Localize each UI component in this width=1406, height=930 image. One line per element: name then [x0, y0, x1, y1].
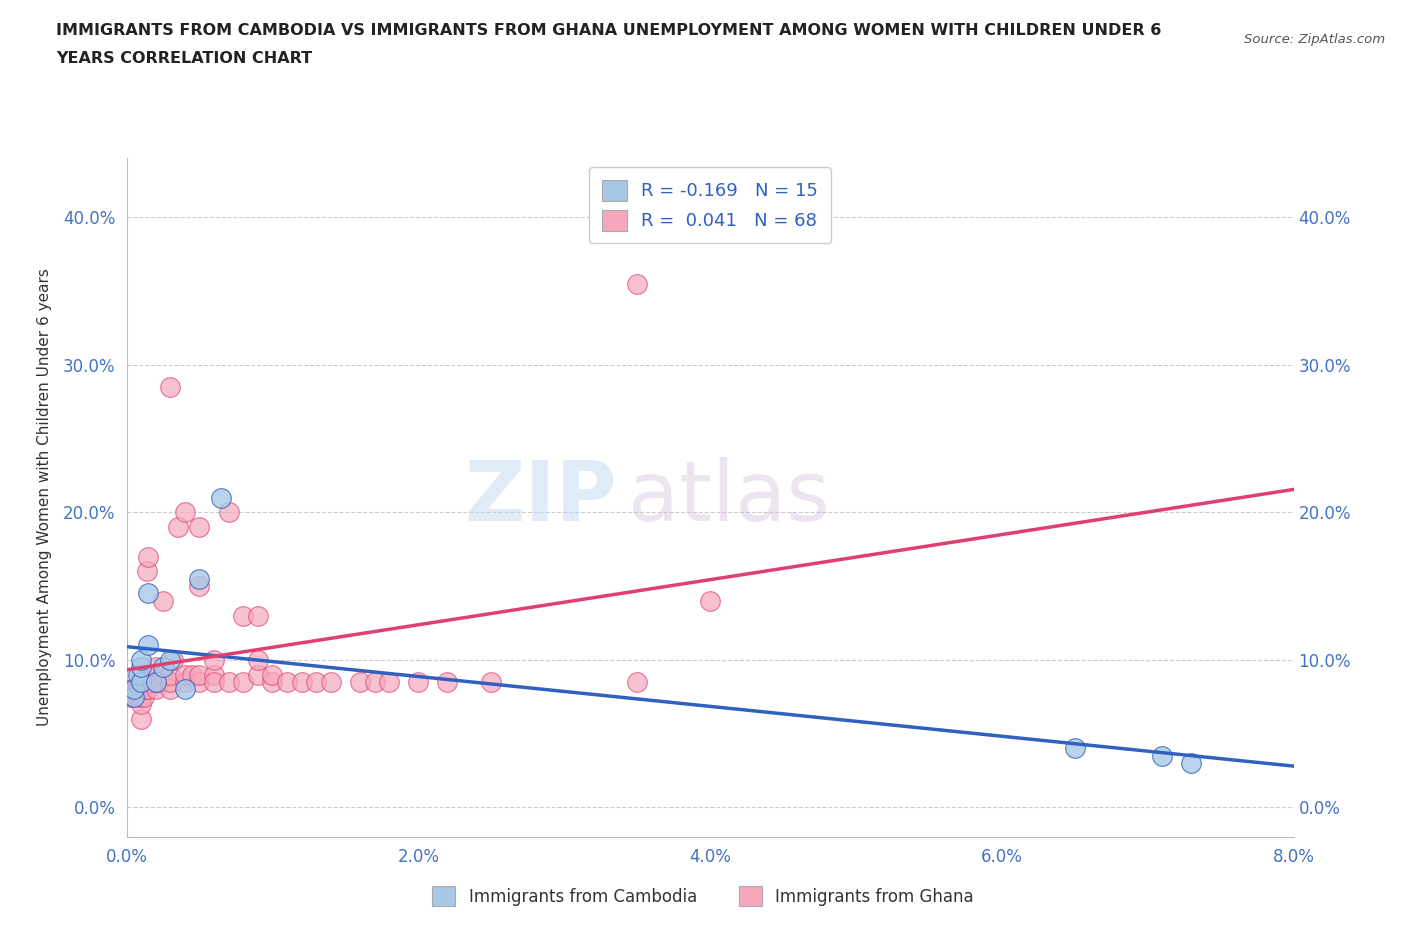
Point [246, 653, 269, 668]
Point [305, 674, 328, 689]
Text: atlas: atlas [628, 457, 830, 538]
Point [145, 660, 167, 675]
Point [134, 682, 156, 697]
Point [129, 653, 152, 668]
Point [166, 520, 188, 535]
Point [138, 586, 160, 601]
Point [124, 682, 146, 697]
Point [139, 674, 162, 689]
Point [349, 674, 371, 689]
Point [479, 674, 502, 689]
Point [129, 689, 152, 704]
Point [129, 660, 152, 675]
Point [174, 667, 197, 682]
Point [436, 674, 458, 689]
Point [152, 593, 174, 608]
Point [121, 682, 143, 697]
Point [174, 505, 197, 520]
Point [202, 653, 225, 668]
Point [408, 674, 430, 689]
Point [122, 689, 145, 704]
Point [136, 564, 159, 578]
Legend: R = -0.169   N = 15, R =  0.041   N = 68: R = -0.169 N = 15, R = 0.041 N = 68 [589, 167, 831, 243]
Point [699, 593, 721, 608]
Point [121, 682, 143, 697]
Point [218, 505, 240, 520]
Point [120, 689, 142, 704]
Point [202, 674, 225, 689]
Point [145, 674, 167, 689]
Point [129, 682, 152, 697]
Point [159, 682, 181, 697]
Point [1180, 756, 1202, 771]
Text: Source: ZipAtlas.com: Source: ZipAtlas.com [1244, 33, 1385, 46]
Point [159, 674, 181, 689]
Point [159, 667, 181, 682]
Point [218, 674, 240, 689]
Point [127, 689, 149, 704]
Point [145, 674, 167, 689]
Text: IMMIGRANTS FROM CAMBODIA VS IMMIGRANTS FROM GHANA UNEMPLOYMENT AMONG WOMEN WITH : IMMIGRANTS FROM CAMBODIA VS IMMIGRANTS F… [56, 23, 1161, 38]
Point [142, 667, 165, 682]
Point [138, 682, 160, 697]
Point [138, 638, 160, 653]
Point [202, 667, 225, 682]
Text: ZIP: ZIP [464, 457, 617, 538]
Point [626, 674, 648, 689]
Point [188, 667, 211, 682]
Point [162, 653, 184, 668]
Point [319, 674, 342, 689]
Point [209, 490, 232, 505]
Point [181, 667, 204, 682]
Point [626, 276, 648, 291]
Point [262, 667, 284, 682]
Point [129, 674, 152, 689]
Point [138, 549, 160, 564]
Point [262, 674, 284, 689]
Point [246, 667, 269, 682]
Point [127, 682, 149, 697]
Point [129, 697, 152, 711]
Point [232, 674, 254, 689]
Point [127, 667, 149, 682]
Point [188, 578, 211, 593]
Legend: Immigrants from Cambodia, Immigrants from Ghana: Immigrants from Cambodia, Immigrants fro… [426, 880, 980, 912]
Point [276, 674, 298, 689]
Point [1063, 741, 1085, 756]
Point [122, 689, 145, 704]
Y-axis label: Unemployment Among Women with Children Under 6 years: Unemployment Among Women with Children U… [37, 269, 52, 726]
Point [290, 674, 312, 689]
Point [141, 674, 163, 689]
Point [378, 674, 401, 689]
Point [152, 667, 174, 682]
Point [148, 674, 170, 689]
Point [188, 571, 211, 586]
Point [188, 520, 211, 535]
Point [152, 660, 174, 675]
Point [129, 711, 152, 726]
Point [122, 689, 145, 704]
Point [188, 674, 211, 689]
Point [129, 667, 152, 682]
Point [145, 667, 167, 682]
Point [145, 682, 167, 697]
Point [129, 674, 152, 689]
Point [246, 608, 269, 623]
Point [363, 674, 385, 689]
Point [122, 682, 145, 697]
Point [159, 653, 181, 668]
Point [1152, 749, 1174, 764]
Point [128, 682, 150, 697]
Point [174, 682, 197, 697]
Point [132, 689, 155, 704]
Text: YEARS CORRELATION CHART: YEARS CORRELATION CHART [56, 51, 312, 66]
Point [232, 608, 254, 623]
Point [125, 682, 148, 697]
Point [159, 379, 181, 394]
Point [174, 674, 197, 689]
